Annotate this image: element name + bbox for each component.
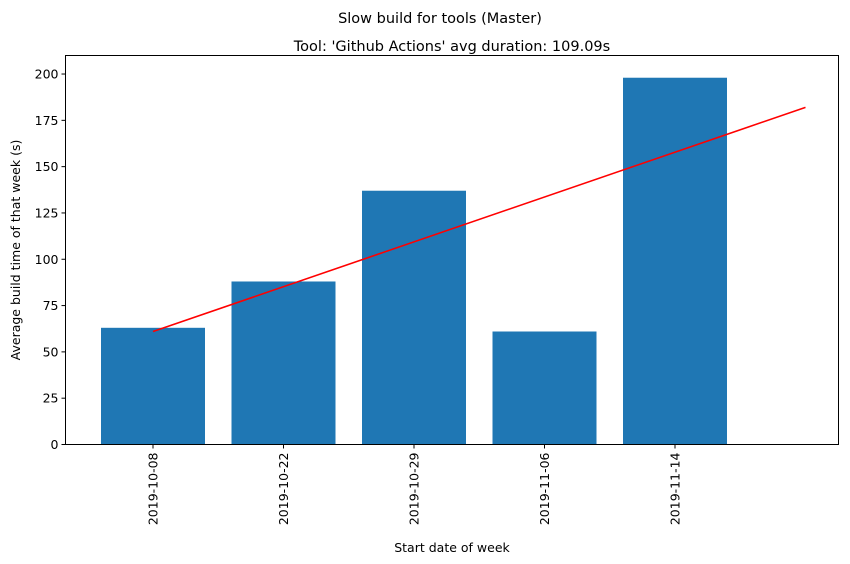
y-tick-label: 50 bbox=[43, 344, 59, 359]
bar-2019-10-22 bbox=[231, 281, 336, 445]
chart-title: Tool: 'Github Actions' avg duration: 109… bbox=[293, 39, 610, 55]
plot-frame bbox=[65, 55, 839, 445]
y-tick-label: 0 bbox=[51, 437, 59, 452]
trend-line bbox=[152, 106, 806, 333]
bar-2019-10-29 bbox=[362, 190, 466, 445]
tick-labels: 0 25 50 75 100 125 150 175 200 2019-10-08 2019-10-… bbox=[35, 67, 683, 526]
chart-suptitle: Slow build for tools (Master) bbox=[338, 11, 542, 27]
y-tick-label: 100 bbox=[35, 252, 59, 267]
x-tick-label: 2019-10-29 bbox=[407, 452, 422, 525]
plot-area bbox=[101, 77, 806, 445]
y-tick-label: 200 bbox=[35, 67, 59, 82]
x-tick-label: 2019-10-22 bbox=[276, 453, 291, 526]
x-tick-label: 2019-11-14 bbox=[668, 452, 683, 525]
bar-2019-11-14 bbox=[623, 77, 727, 445]
x-axis-label: Start date of week bbox=[394, 540, 510, 555]
bar-2019-10-08 bbox=[101, 327, 205, 445]
y-tick-label: 175 bbox=[35, 113, 59, 128]
y-tick-label: 25 bbox=[43, 391, 59, 406]
y-axis-label: Average build time of that week (s) bbox=[8, 140, 23, 361]
y-tick-label: 75 bbox=[43, 298, 59, 313]
x-tick-label: 2019-10-08 bbox=[146, 452, 161, 525]
y-tick-label: 125 bbox=[35, 205, 59, 220]
bar-2019-11-06 bbox=[492, 331, 597, 445]
x-tick-label: 2019-11-06 bbox=[537, 452, 552, 525]
y-tick-label: 150 bbox=[35, 159, 59, 174]
